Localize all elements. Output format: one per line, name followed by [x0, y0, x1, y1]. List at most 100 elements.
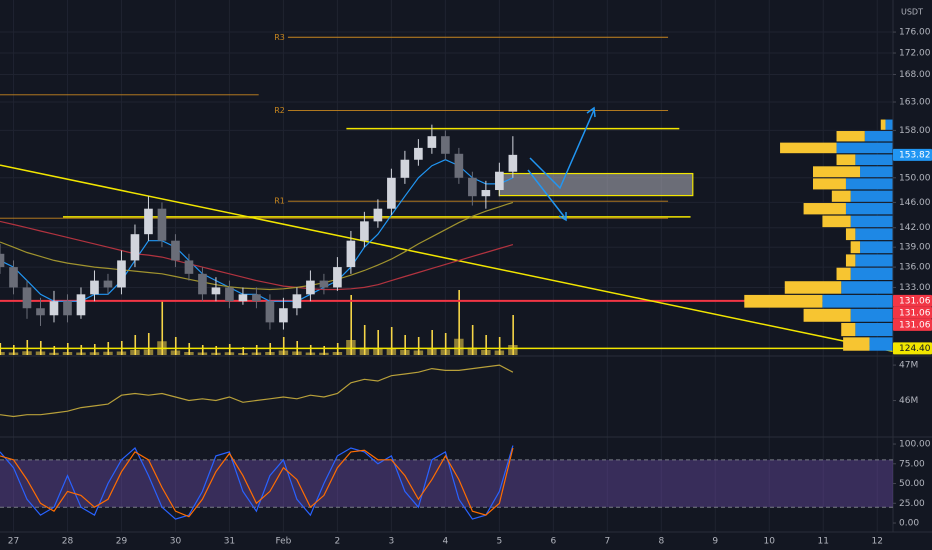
volume-bar — [444, 333, 447, 355]
x-tick-label: 6 — [550, 537, 556, 547]
y-tick-label: 172.00 — [899, 49, 931, 59]
y-tick-label: 142.00 — [899, 223, 931, 233]
candle-body — [49, 301, 59, 316]
x-tick-label: 3 — [389, 537, 395, 547]
volume-bar-side — [170, 350, 181, 355]
volume-bar — [228, 344, 231, 355]
volume-bar-side — [8, 352, 19, 355]
candle-body — [346, 240, 356, 268]
volume-bar — [53, 346, 56, 355]
y-tick-label: 163.00 — [899, 98, 931, 108]
profile-down — [880, 119, 886, 130]
arrow-up — [529, 109, 595, 190]
profile-up — [855, 322, 893, 337]
zone — [498, 172, 694, 197]
price-tag — [893, 148, 932, 161]
volume-bar — [255, 345, 258, 355]
profile-down — [831, 190, 851, 202]
volume-bar — [174, 337, 177, 355]
price-tag — [893, 318, 932, 331]
profile-up — [850, 215, 893, 228]
candle-body — [454, 153, 464, 178]
volume-bar-side — [494, 350, 505, 355]
volume-bar — [323, 346, 326, 355]
profile-down — [813, 166, 861, 178]
y-tick-label: 50.00 — [899, 479, 925, 489]
candle-body — [171, 240, 180, 261]
series-line — [0, 445, 514, 520]
candle-body — [306, 280, 315, 295]
volume-bar-side — [265, 352, 275, 355]
x-tick-label: 2 — [335, 537, 341, 547]
volume-bar — [390, 327, 393, 355]
candle-body — [279, 308, 288, 323]
profile-down — [843, 337, 870, 351]
volume-bar-side — [346, 340, 356, 355]
volume-bar-side — [413, 350, 424, 355]
volume-bar — [161, 300, 164, 355]
volume-bar-side — [292, 351, 302, 355]
candle-body — [157, 208, 167, 241]
candle-body — [319, 280, 329, 288]
profile-up — [841, 281, 893, 294]
profile-up — [850, 190, 893, 202]
price-tag — [893, 306, 932, 319]
main-pane: R3 R2 R1 — [0, 33, 894, 355]
price-tag — [893, 294, 932, 307]
price-tag-label: 124.40 — [899, 344, 931, 354]
profile-up — [864, 131, 893, 142]
profile-down — [850, 241, 861, 254]
price-tag-label: 131.06 — [899, 308, 931, 318]
volume-bar-side — [184, 352, 194, 355]
currency-label: USDT — [901, 8, 923, 17]
x-tick-label: 29 — [116, 537, 128, 547]
volume-bar — [93, 344, 96, 355]
volume-bar-side — [22, 351, 32, 355]
volume-bar-side — [454, 338, 464, 355]
profile-down — [836, 154, 856, 166]
y-tick-label: 46M — [899, 396, 918, 406]
profile-down — [784, 281, 842, 294]
volume-bar — [242, 347, 245, 355]
volume-bar — [282, 337, 285, 355]
volume-bar — [215, 346, 218, 355]
candle-body — [427, 136, 437, 148]
profile-up — [850, 267, 893, 281]
volume-bar-side — [427, 348, 437, 355]
profile-up — [860, 166, 893, 178]
profile-up — [869, 337, 893, 351]
candle-body — [414, 147, 423, 160]
volume-bar — [350, 295, 353, 355]
level-label: R1 — [274, 197, 285, 206]
candle-body — [36, 308, 45, 316]
series-line — [0, 447, 514, 518]
candle-body — [22, 287, 32, 309]
profile-up — [850, 308, 893, 322]
candle-body — [387, 177, 396, 209]
candle-body — [9, 267, 18, 288]
series-line — [0, 201, 514, 291]
volume-bar-side — [305, 352, 316, 355]
profile-down — [803, 203, 846, 215]
level-label: R2 — [274, 106, 285, 115]
volume-bar — [26, 340, 29, 355]
arrows — [527, 106, 596, 222]
y-tick-label: 136.00 — [899, 263, 931, 273]
volume-bar-side — [386, 348, 397, 355]
profile-down — [841, 322, 856, 337]
profile-down — [780, 142, 837, 154]
x-tick-label: 30 — [170, 537, 182, 547]
y-tick-label: 150.00 — [899, 173, 931, 183]
volume-bar-side — [373, 348, 383, 355]
series-line — [0, 220, 514, 291]
candle-body — [198, 273, 207, 295]
volume-bar — [12, 345, 15, 355]
volume-bar-side — [116, 351, 127, 355]
volume-bar-side — [76, 352, 86, 355]
candle-body — [130, 234, 140, 261]
candle-body — [441, 136, 450, 154]
volume-bar-side — [49, 352, 59, 355]
candle-body — [333, 267, 342, 288]
